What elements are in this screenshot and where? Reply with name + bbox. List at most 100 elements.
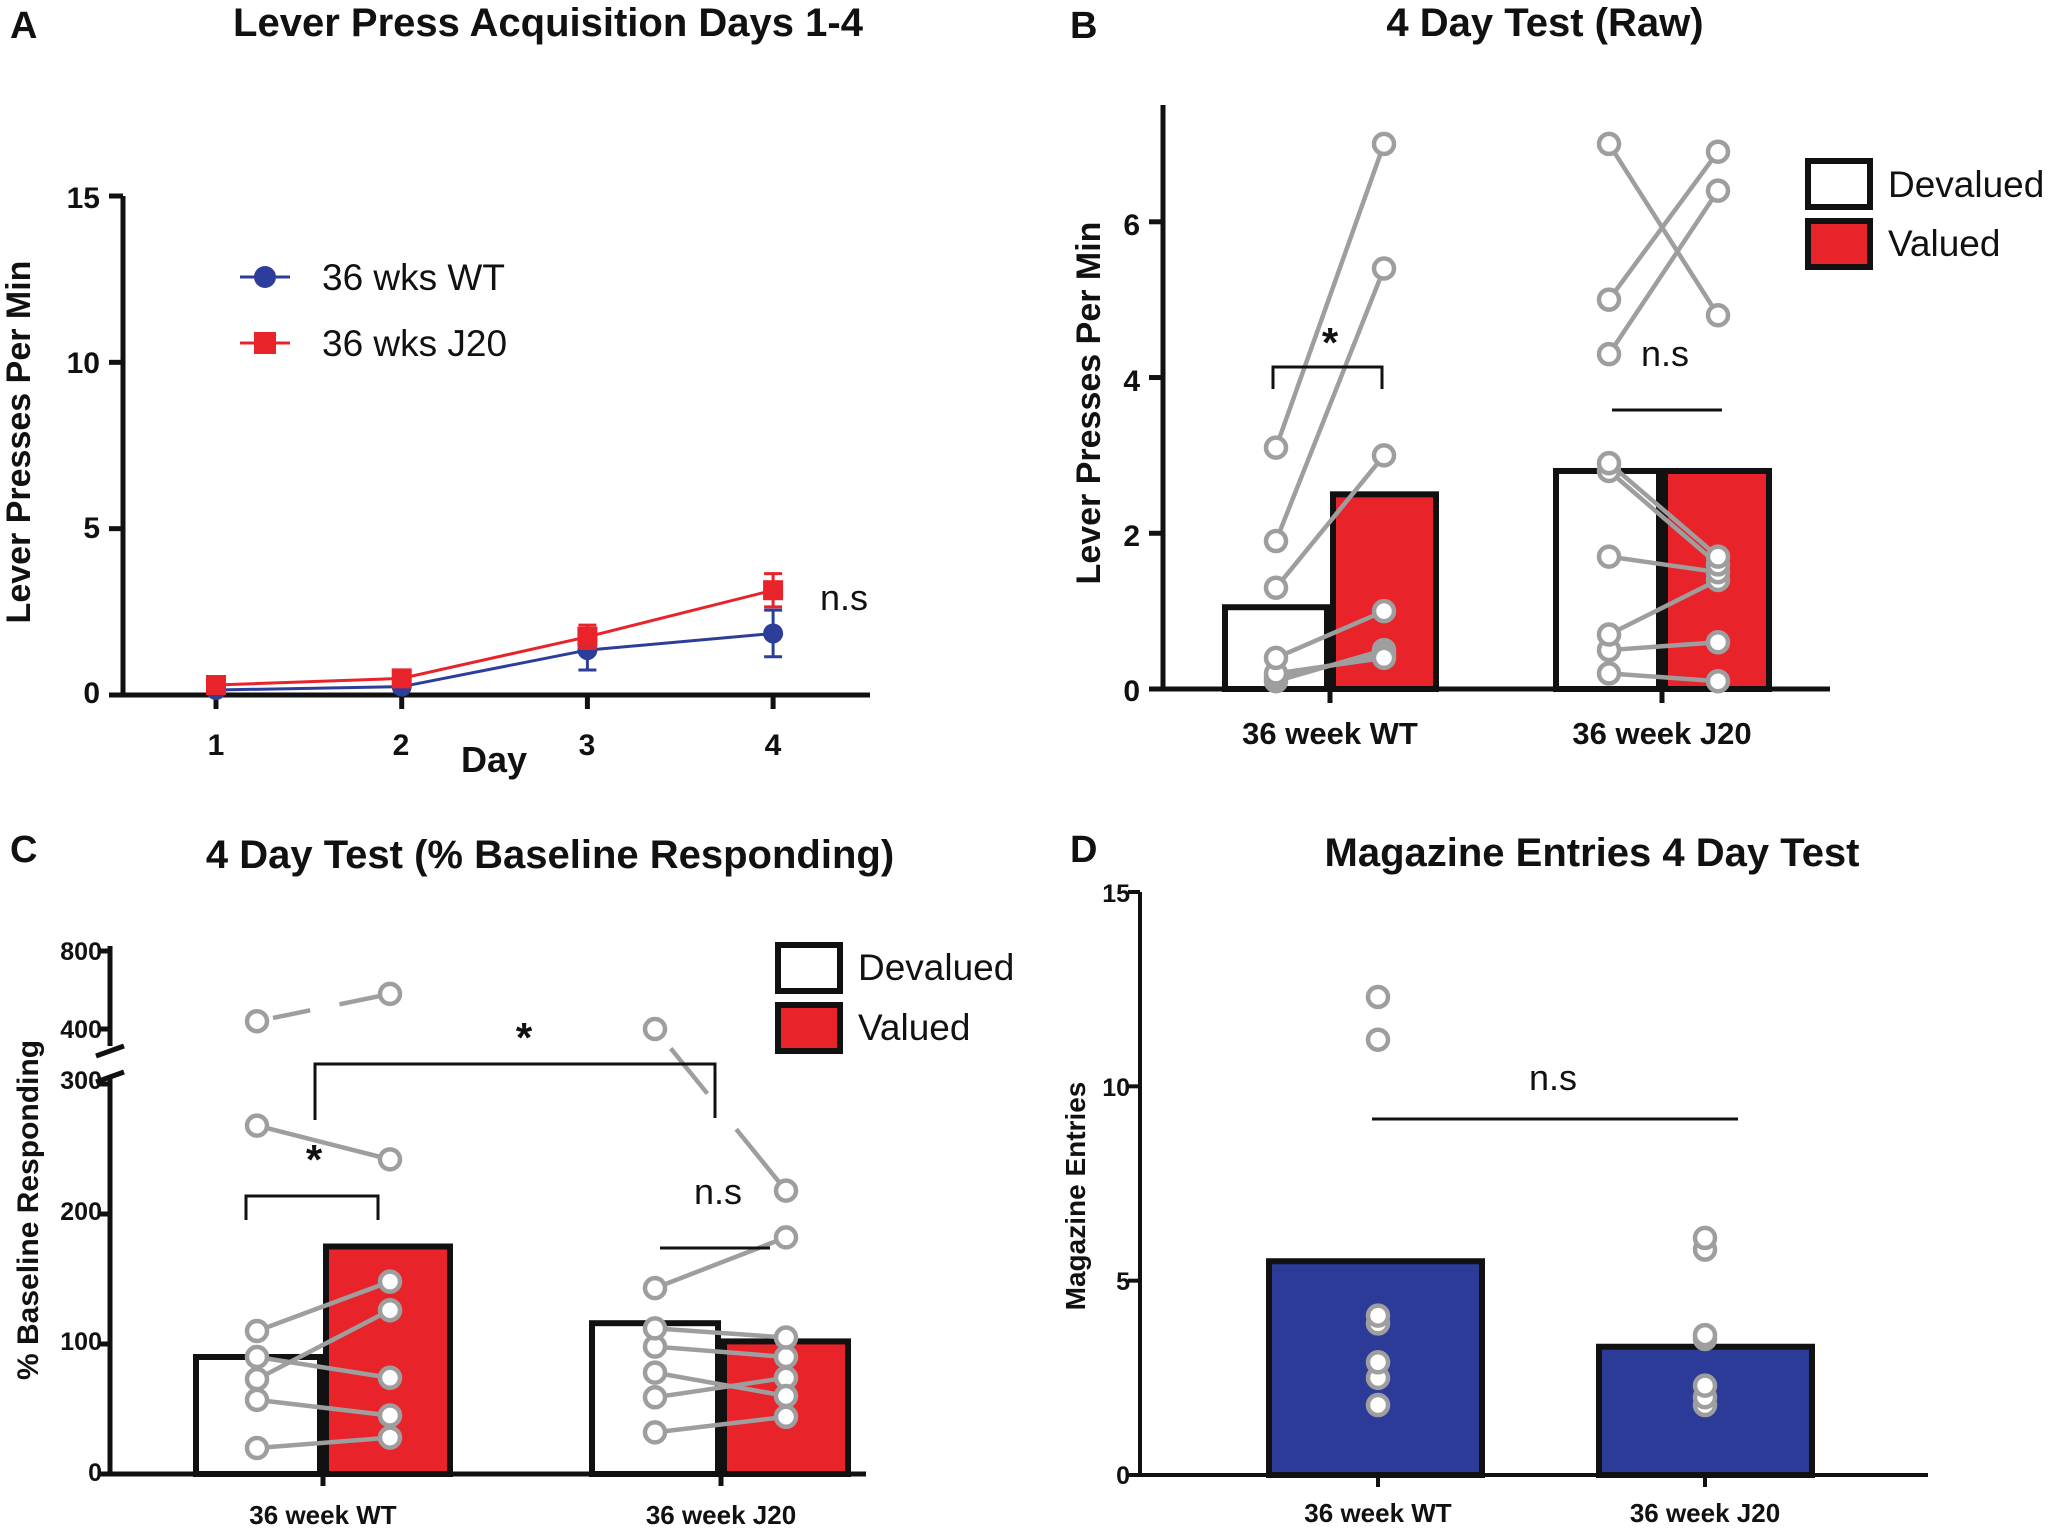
panel-d-y-tick: 10	[1102, 1074, 1130, 1102]
legend-wt-marker	[254, 266, 276, 288]
data-point-valued	[1705, 302, 1731, 328]
panel-c-legend: Devalued Valued	[775, 942, 1014, 1054]
panel-b-y-tick: 0	[1123, 675, 1140, 708]
legend-j20-marker	[254, 332, 276, 354]
data-point-devalued	[642, 1385, 668, 1410]
data-point-valued	[1705, 178, 1731, 203]
legend-devalued-label: Devalued	[858, 947, 1014, 988]
panel-c-plot	[95, 946, 866, 1486]
data-point-valued	[1705, 668, 1731, 694]
data-point-valued	[1705, 544, 1731, 569]
panel-a-x-tick: 4	[765, 729, 782, 762]
legend-valued-label: Valued	[1888, 223, 2000, 264]
data-point-devalued	[1263, 575, 1289, 601]
data-point-devalued	[642, 1016, 668, 1042]
data-point-valued	[1371, 645, 1397, 671]
data-point-valued	[377, 1365, 403, 1391]
panel-b-sig-bracket	[1271, 365, 1384, 389]
panel-c-sig-bracket-between	[313, 1062, 717, 1120]
panel-a-x-tick: 2	[393, 729, 410, 762]
paired-line	[1608, 640, 1719, 653]
data-point-valued	[773, 1404, 799, 1430]
panel-c-label: C	[10, 829, 37, 871]
data-point-devalued	[1596, 131, 1622, 157]
paired-line	[256, 1279, 391, 1334]
data-point-devalued	[1596, 622, 1622, 647]
paired-line	[654, 1235, 787, 1291]
data-point-j20	[577, 626, 598, 647]
panel-b-y-tick: 4	[1123, 365, 1140, 398]
panel-a-legend: 36 wks WT 36 wks J20	[240, 257, 507, 364]
panel-a-x-ticks: 1 2 3 4	[208, 729, 782, 762]
panel-a-x-tick: 3	[579, 729, 596, 762]
data-point-devalued	[244, 1366, 270, 1392]
panel-a-y-axis-title: Lever Presses Per Min	[0, 261, 38, 624]
data-point-devalued	[244, 1008, 270, 1034]
panel-a-y-tick: 15	[67, 182, 100, 215]
data-point-valued	[773, 1225, 799, 1250]
paired-line	[654, 1326, 787, 1340]
panel-b-y-ticks: 6 4 2 0	[1123, 209, 1140, 708]
series-j20-line	[215, 588, 774, 687]
panel-a-plot	[109, 193, 870, 709]
panel-a-ns-label: n.s	[820, 577, 868, 618]
data-point-magazine	[1365, 1350, 1391, 1375]
legend-valued-swatch	[775, 1002, 843, 1054]
data-point-devalued	[1263, 528, 1289, 554]
data-point-magazine	[1692, 1373, 1718, 1398]
data-point-valued	[377, 1269, 403, 1294]
panel-c-y-tick: 800	[60, 938, 102, 966]
data-point-valued	[1371, 443, 1397, 468]
paired-line	[654, 1375, 787, 1400]
data-point-valued	[1371, 131, 1397, 157]
data-point-valued	[773, 1325, 799, 1350]
panel-c-y-tick: 200	[60, 1198, 102, 1226]
legend-wt-label: 36 wks WT	[322, 257, 505, 298]
paired-line	[1273, 143, 1387, 449]
paired-line	[1608, 671, 1719, 684]
data-point-wt	[763, 623, 784, 644]
data-point-valued	[773, 1178, 799, 1203]
panel-d: D Magazine Entries 4 Day Test Magazine E…	[1060, 829, 1928, 1528]
panel-a: A Lever Press Acquisition Days 1-4 Lever…	[0, 1, 870, 780]
panel-d-y-tick: 15	[1102, 880, 1130, 908]
paired-line	[1607, 142, 1720, 317]
panel-b-y-tick: 6	[1123, 209, 1140, 242]
panel-b-category-label: 36 week WT	[1242, 716, 1418, 751]
panel-d-y-tick: 0	[1116, 1462, 1130, 1490]
panel-b-title: 4 Day Test (Raw)	[1386, 1, 1703, 45]
panel-a-y-tick: 0	[83, 677, 100, 710]
panel-b-y-tick: 2	[1123, 520, 1140, 553]
data-point-devalued	[1596, 544, 1622, 569]
data-point-devalued	[642, 1316, 668, 1341]
data-point-j20	[206, 675, 226, 696]
data-point-valued	[1371, 256, 1397, 281]
panel-c-axis-break-mark	[95, 1069, 125, 1085]
data-point-devalued	[1596, 341, 1622, 367]
panel-b-y-axis-title: Lever Presses Per Min	[1070, 222, 1108, 585]
panel-c-y-tick: 300	[60, 1067, 102, 1095]
paired-line	[734, 1127, 788, 1193]
paired-line	[654, 1414, 787, 1435]
data-point-devalued	[244, 1435, 270, 1461]
paired-line	[1607, 469, 1720, 567]
panel-c-y-tick: 100	[60, 1328, 102, 1356]
paired-line	[1274, 453, 1386, 590]
legend-devalued-swatch	[775, 942, 843, 994]
panel-d-ns-label: n.s	[1529, 1057, 1577, 1098]
panel-c-title: 4 Day Test (% Baseline Responding)	[206, 833, 894, 877]
paired-line	[1273, 267, 1387, 542]
panel-a-label: A	[10, 5, 37, 47]
paired-line	[1608, 554, 1719, 575]
panel-b-label: B	[1070, 5, 1097, 47]
data-point-devalued	[244, 1318, 270, 1344]
data-point-valued	[773, 1383, 799, 1409]
data-point-valued	[377, 1297, 403, 1323]
panel-d-label: D	[1070, 829, 1097, 871]
data-point-devalued	[244, 1387, 270, 1413]
data-point-j20	[763, 580, 784, 601]
data-point-devalued	[1596, 287, 1622, 312]
panel-d-y-axis-title: Magazine Entries	[1060, 1082, 1091, 1311]
data-point-devalued	[1263, 435, 1289, 460]
